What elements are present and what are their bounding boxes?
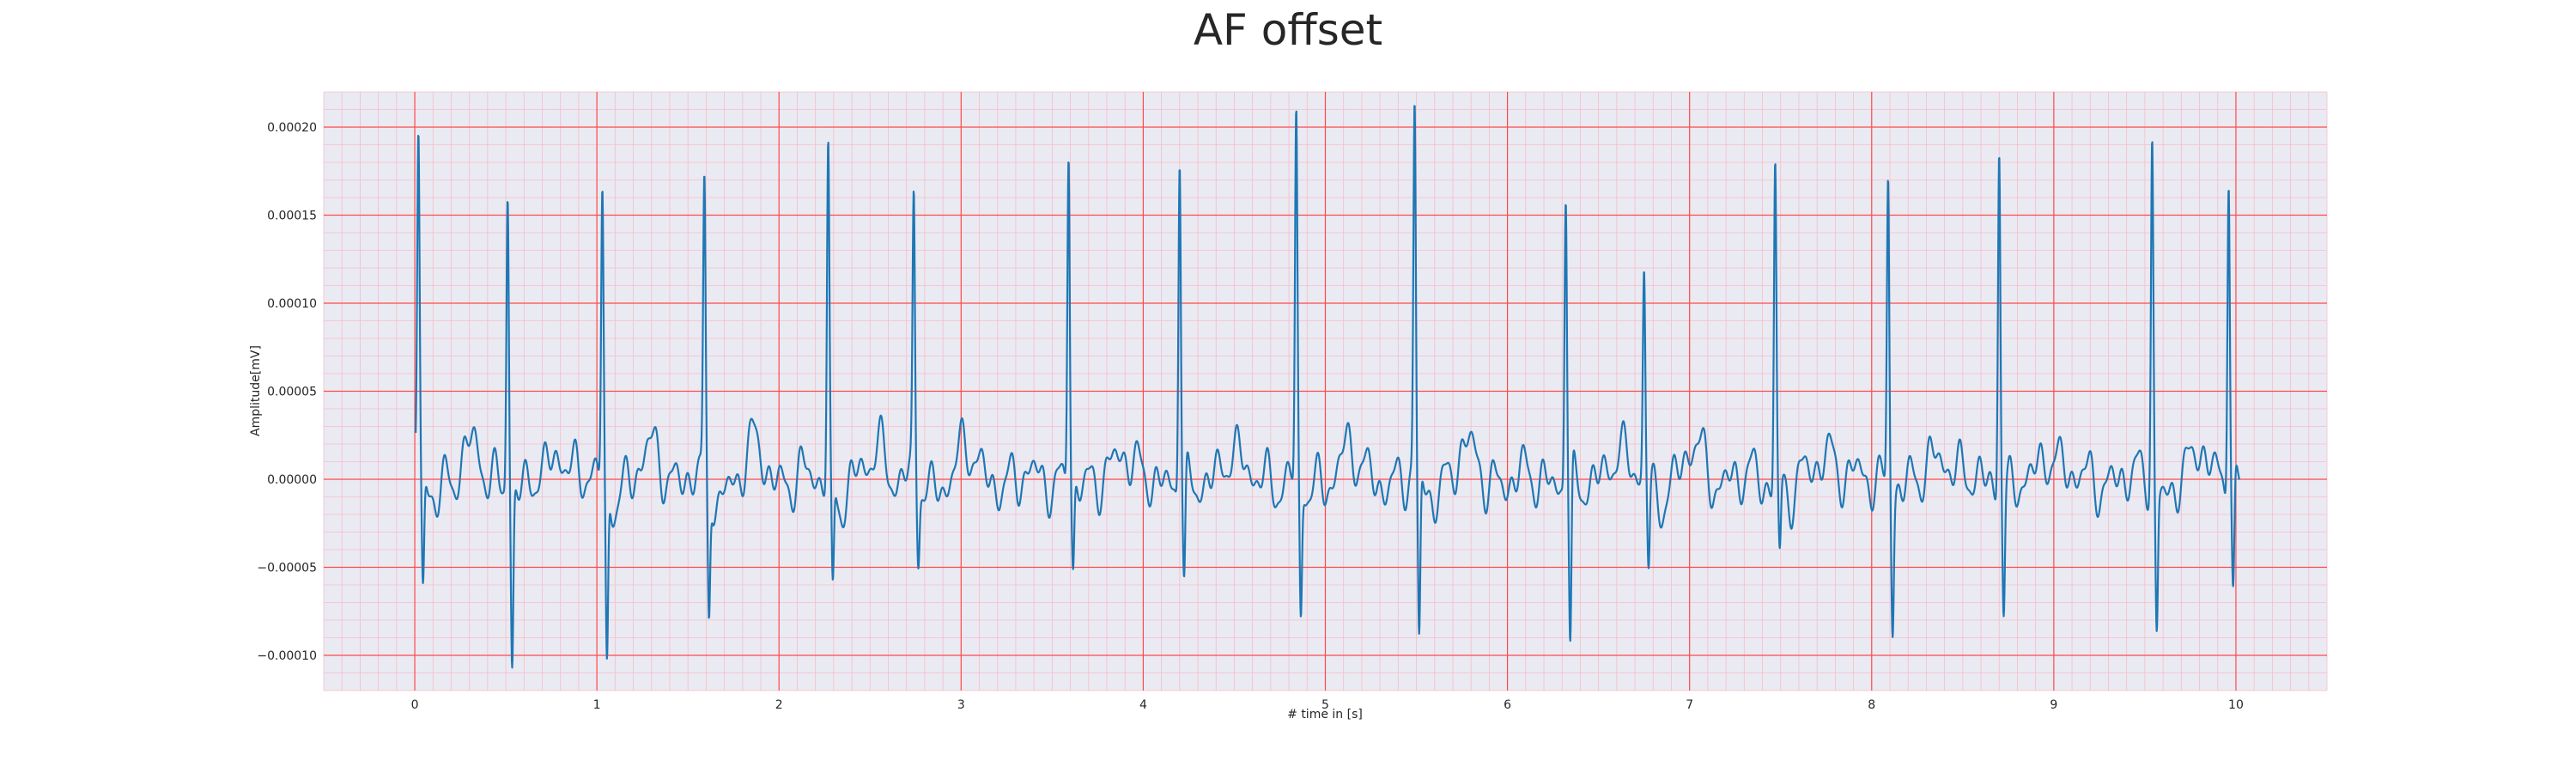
x-tick-label: 10 (2228, 698, 2244, 712)
y-axis-label: Amplitude[mV] (249, 345, 263, 436)
grid-major (324, 92, 2327, 691)
y-tick-label: 0.00000 (267, 473, 317, 487)
series-layer (415, 105, 2241, 669)
y-tick-label: −0.00005 (257, 562, 317, 575)
y-tick-label: 0.00015 (267, 210, 317, 223)
chart-title: AF offset (1194, 5, 1382, 55)
y-tick-label: 0.00020 (267, 121, 317, 135)
x-tick-label: 1 (593, 698, 601, 712)
series-line (415, 105, 2241, 669)
x-axis-ticks: 0 1 2 3 4 5 6 7 8 9 10 (411, 698, 2244, 712)
x-tick-label: 3 (957, 698, 965, 712)
x-tick-label: 4 (1139, 698, 1147, 712)
x-tick-label: 9 (2050, 698, 2057, 712)
y-tick-label: −0.00010 (257, 649, 317, 663)
y-tick-label: 0.00010 (267, 297, 317, 311)
x-axis-label: # time in [s] (1287, 708, 1363, 721)
x-tick-label: 5 (1321, 698, 1329, 712)
x-tick-label: 8 (1868, 698, 1875, 712)
x-tick-label: 0 (411, 698, 419, 712)
y-tick-label: 0.00005 (267, 386, 317, 399)
x-tick-label: 6 (1504, 698, 1511, 712)
x-tick-label: 7 (1686, 698, 1693, 712)
x-tick-label: 2 (775, 698, 783, 712)
y-axis-ticks: −0.00010 −0.00005 0.00000 0.00005 0.00010 0.0… (257, 121, 317, 663)
